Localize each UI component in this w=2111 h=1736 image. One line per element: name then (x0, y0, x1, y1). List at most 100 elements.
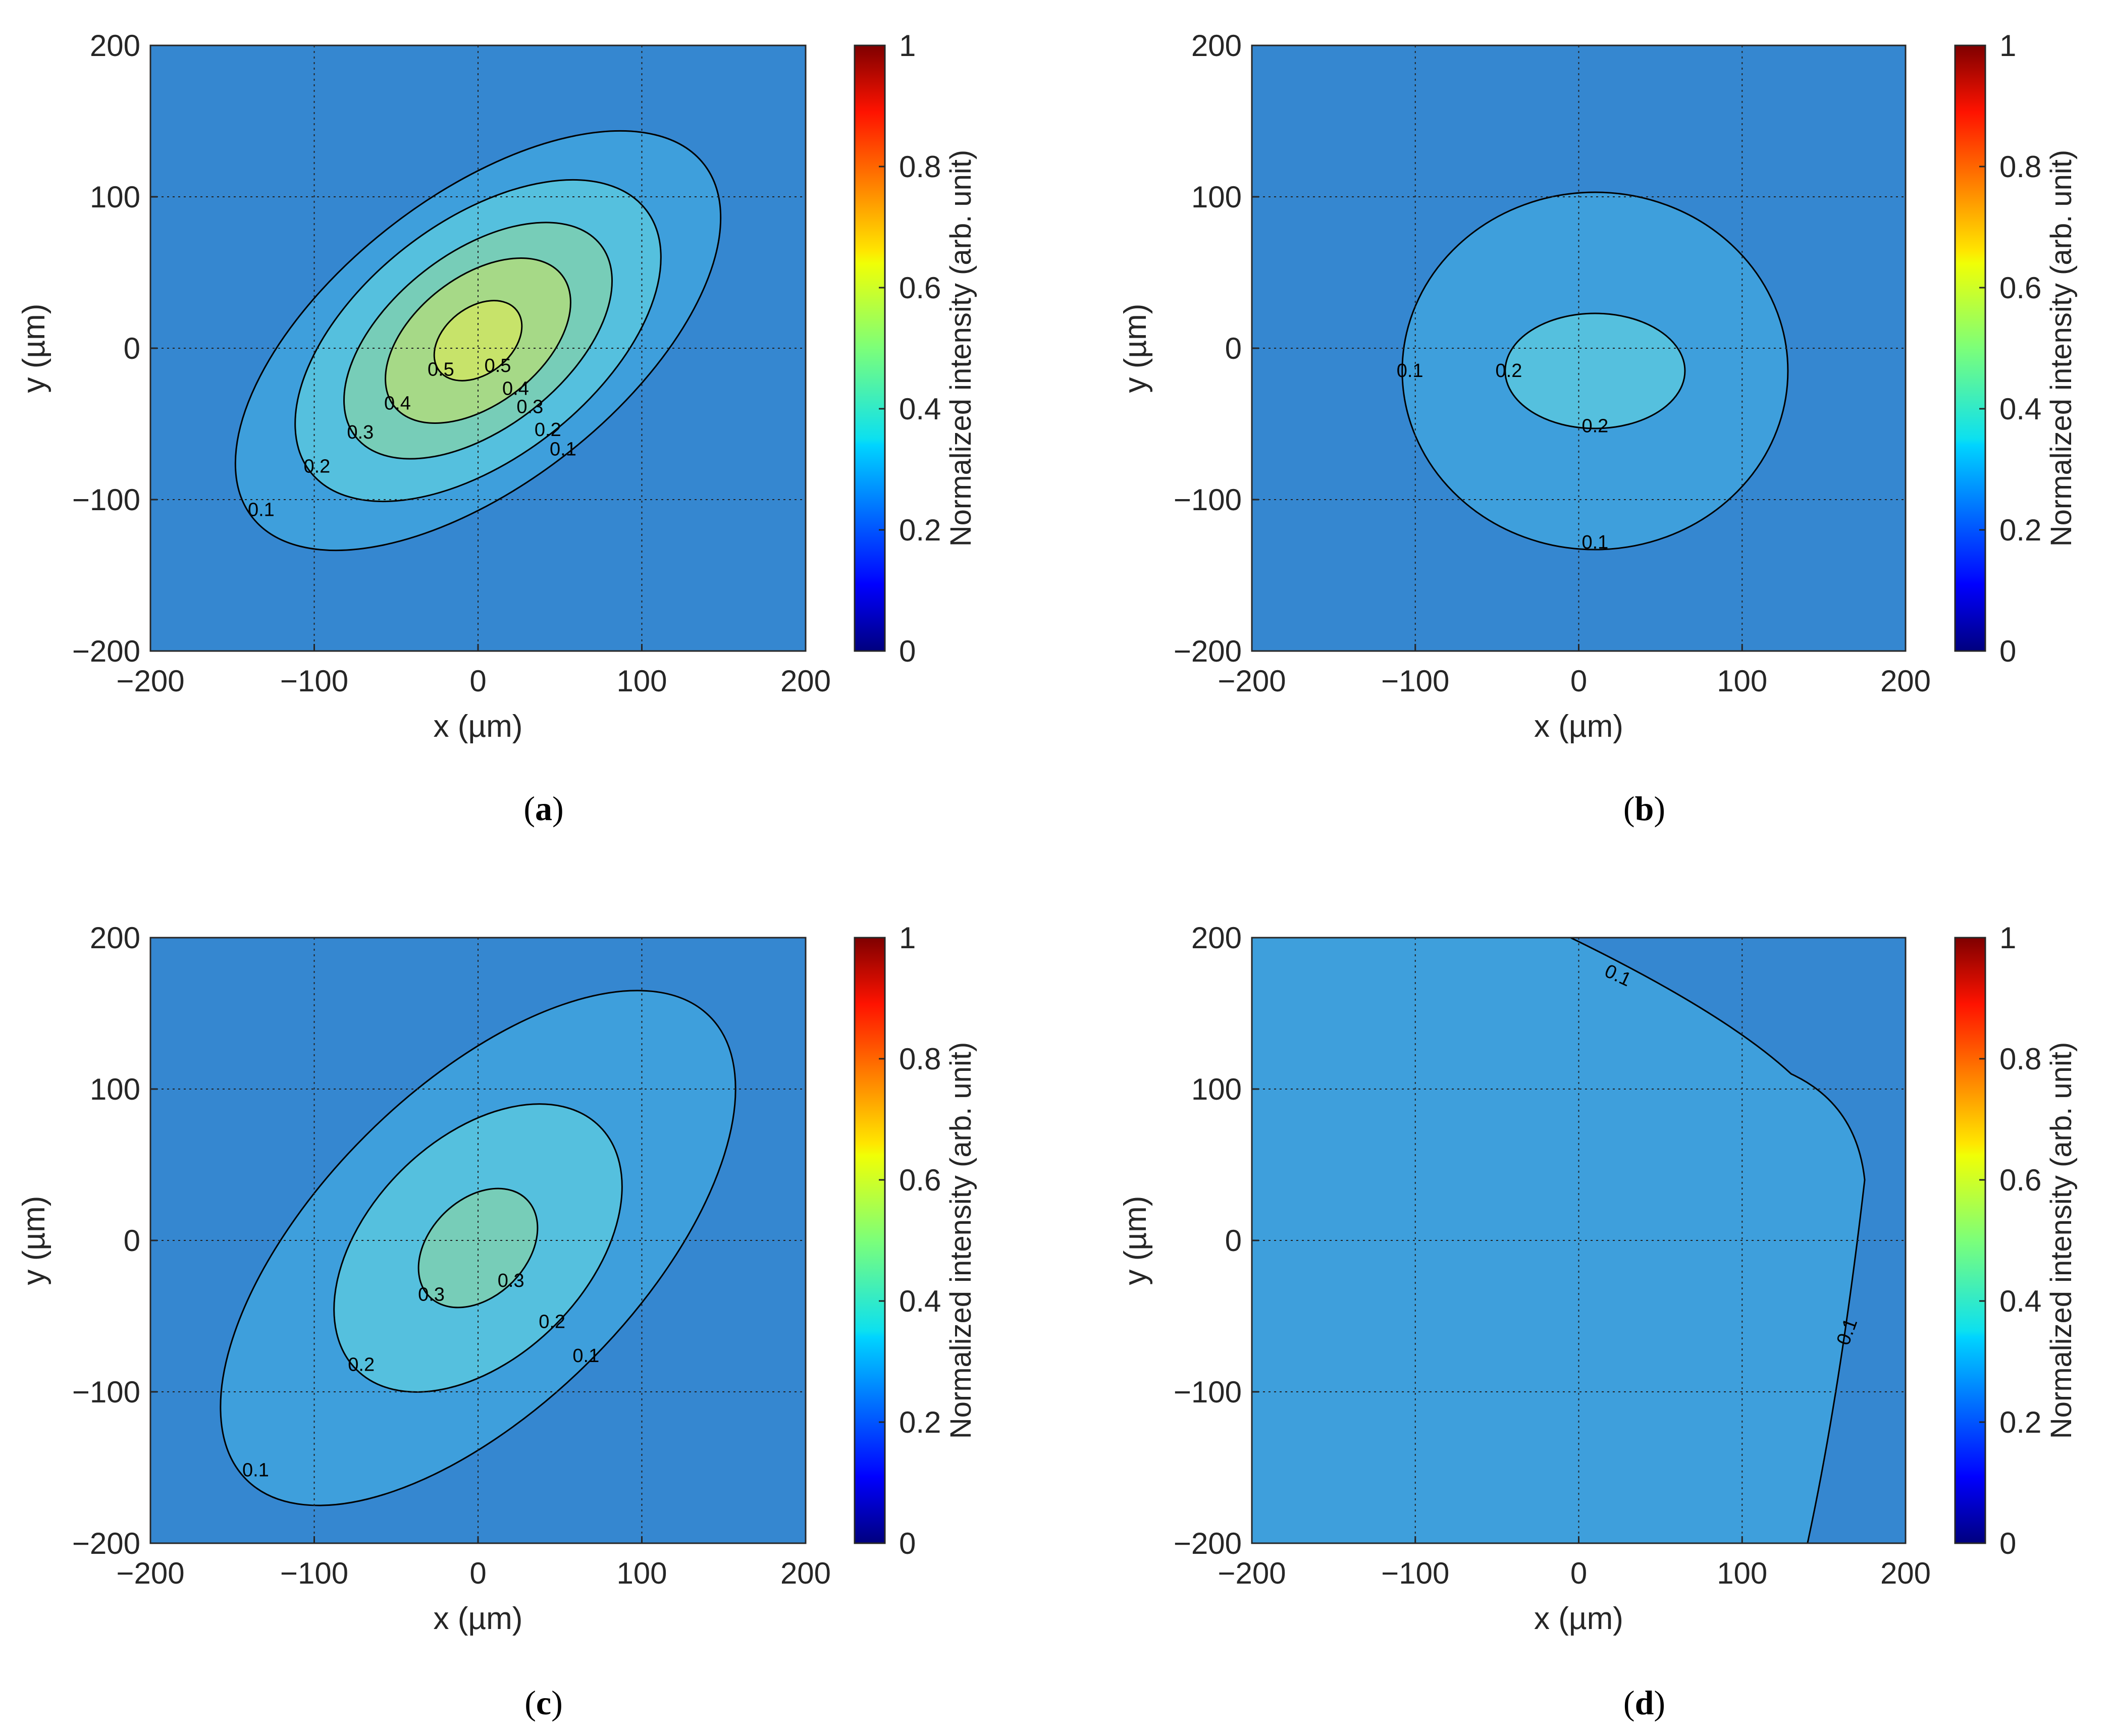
x-tick-label: −100 (1381, 1556, 1449, 1590)
contour-label: 0.1 (242, 1460, 269, 1481)
panel-label: (a) (523, 789, 563, 828)
y-tick-label: 100 (90, 1072, 140, 1106)
panel-label: (b) (1623, 789, 1665, 828)
y-tick-label: 100 (1191, 180, 1242, 214)
y-tick-label: −200 (72, 1527, 140, 1560)
x-tick-label: −200 (1218, 664, 1286, 698)
contour-label: 0.4 (502, 378, 529, 399)
colorbar-tick-label: 0 (1999, 634, 2016, 668)
x-tick-label: 200 (1880, 664, 1931, 698)
colorbar-tick-label: 0.4 (899, 1284, 941, 1318)
colorbar-tick-label: 0 (899, 634, 916, 668)
y-tick-label: 200 (90, 921, 140, 955)
x-tick-label: 0 (469, 1556, 486, 1590)
contour-label: 0.5 (428, 359, 454, 381)
x-tick-label: 0 (469, 664, 486, 698)
x-tick-label: 0 (1570, 664, 1587, 698)
colorbar-tick-label: 1 (1999, 921, 2016, 955)
y-tick-label: 100 (90, 180, 140, 214)
x-tick-label: −200 (116, 1556, 184, 1590)
colorbar-tick-label: 0.2 (899, 513, 941, 547)
panel-c: 0.1 0.1 0.2 0.2 0.3 0.3 −200 200 −100 100 0 0 100 −10… (17, 921, 977, 1722)
colorbar-label: Normalized intensity (arb. unit) (944, 150, 977, 547)
contour-label: 0.2 (539, 1312, 565, 1333)
x-tick-label: −100 (1381, 664, 1449, 698)
y-tick-label: −200 (1174, 1527, 1242, 1560)
y-axis-label: y (µm) (1118, 304, 1153, 393)
contour-label: 0.2 (535, 419, 561, 441)
contour-label: 0.2 (348, 1354, 375, 1375)
contour-label: 0.1 (1581, 532, 1608, 553)
x-tick-label: −100 (280, 664, 348, 698)
panel-label: (d) (1623, 1684, 1665, 1722)
colorbar (1954, 44, 1986, 652)
y-tick-label: −200 (1174, 634, 1242, 668)
x-tick-label: 200 (780, 1556, 831, 1590)
colorbar-tick-label: 1 (899, 29, 916, 63)
x-tick-label: 200 (1880, 1556, 1931, 1590)
contour-label: 0.1 (550, 439, 576, 460)
y-tick-label: 0 (124, 1224, 140, 1258)
contour-label: 0.5 (485, 355, 511, 376)
x-tick-label: 200 (780, 664, 831, 698)
y-tick-label: −100 (72, 483, 140, 517)
y-tick-label: 200 (90, 29, 140, 63)
x-tick-label: −200 (116, 664, 184, 698)
colorbar (1954, 937, 1986, 1544)
colorbar-tick-label: 0 (1999, 1527, 2016, 1560)
x-tick-label: −100 (280, 1556, 348, 1590)
colorbar-tick-label: 1 (899, 921, 916, 955)
x-tick-label: 100 (1717, 1556, 1767, 1590)
x-axis-label: x (µm) (1534, 709, 1623, 744)
panel-a: 0.10.10.20.20.30.30.40.40.5 0.5−200200−10… (17, 29, 977, 828)
y-tick-label: 0 (124, 332, 140, 365)
colorbar-tick-label: 0.6 (1999, 1163, 2041, 1197)
contour-label: 0.2 (1581, 415, 1608, 437)
y-tick-label: 200 (1191, 29, 1242, 63)
contour-label: 0.4 (384, 393, 411, 414)
colorbar-tick-label: 0 (899, 1527, 916, 1560)
colorbar-tick-label: 0.4 (1999, 392, 2041, 426)
contour-label: 0.1 (572, 1345, 599, 1367)
contour-label: 0.3 (516, 397, 543, 418)
x-tick-label: 100 (1717, 664, 1767, 698)
colorbar-tick-label: 0.2 (1999, 513, 2041, 547)
colorbar-tick-label: 0.6 (899, 271, 941, 305)
x-tick-label: 100 (616, 664, 667, 698)
contour-label: 0.2 (1496, 360, 1522, 382)
colorbar-label: Normalized intensity (arb. unit) (944, 1042, 977, 1439)
colorbar-tick-label: 1 (1999, 29, 2016, 63)
x-tick-label: 0 (1570, 1556, 1587, 1590)
colorbar-tick-label: 0.6 (1999, 271, 2041, 305)
colorbar-label: Normalized intensity (arb. unit) (2045, 150, 2078, 547)
colorbar-tick-label: 0.2 (1999, 1405, 2041, 1439)
y-axis-label: y (µm) (17, 1196, 51, 1285)
contour-fill-0.3 (417, 1187, 539, 1309)
x-axis-label: x (µm) (434, 709, 523, 744)
panel-b: 0.1 0.1 0.2 0.2 −200 200 −100 100 0 0 100 −100 200 −2… (1118, 29, 2078, 828)
y-tick-label: −100 (1174, 483, 1242, 517)
y-tick-label: 0 (1225, 332, 1242, 365)
colorbar-tick-label: 0.8 (1999, 150, 2041, 184)
y-tick-label: 100 (1191, 1072, 1242, 1106)
colorbar-tick-label: 0.4 (1999, 1284, 2041, 1318)
colorbar-tick-label: 0.2 (899, 1405, 941, 1439)
contour-label: 0.2 (303, 456, 330, 477)
y-axis-label: y (µm) (1118, 1196, 1153, 1285)
contour-label: 0.3 (347, 422, 374, 443)
contour-label: 0.3 (498, 1270, 524, 1291)
colorbar (854, 44, 886, 652)
contour-label: 0.1 (248, 500, 275, 521)
y-tick-label: −100 (72, 1375, 140, 1409)
contour-label: 0.3 (418, 1284, 445, 1306)
y-tick-label: −200 (72, 634, 140, 668)
contour-fill-0.2 (1504, 312, 1686, 429)
colorbar-label: Normalized intensity (arb. unit) (2045, 1042, 2078, 1439)
x-tick-label: 100 (616, 1556, 667, 1590)
y-tick-label: 0 (1225, 1224, 1242, 1258)
x-axis-label: x (µm) (1534, 1601, 1623, 1636)
panel-label: (c) (524, 1684, 563, 1722)
contour-label: 0.1 (1397, 360, 1423, 382)
y-tick-label: 200 (1191, 921, 1242, 955)
